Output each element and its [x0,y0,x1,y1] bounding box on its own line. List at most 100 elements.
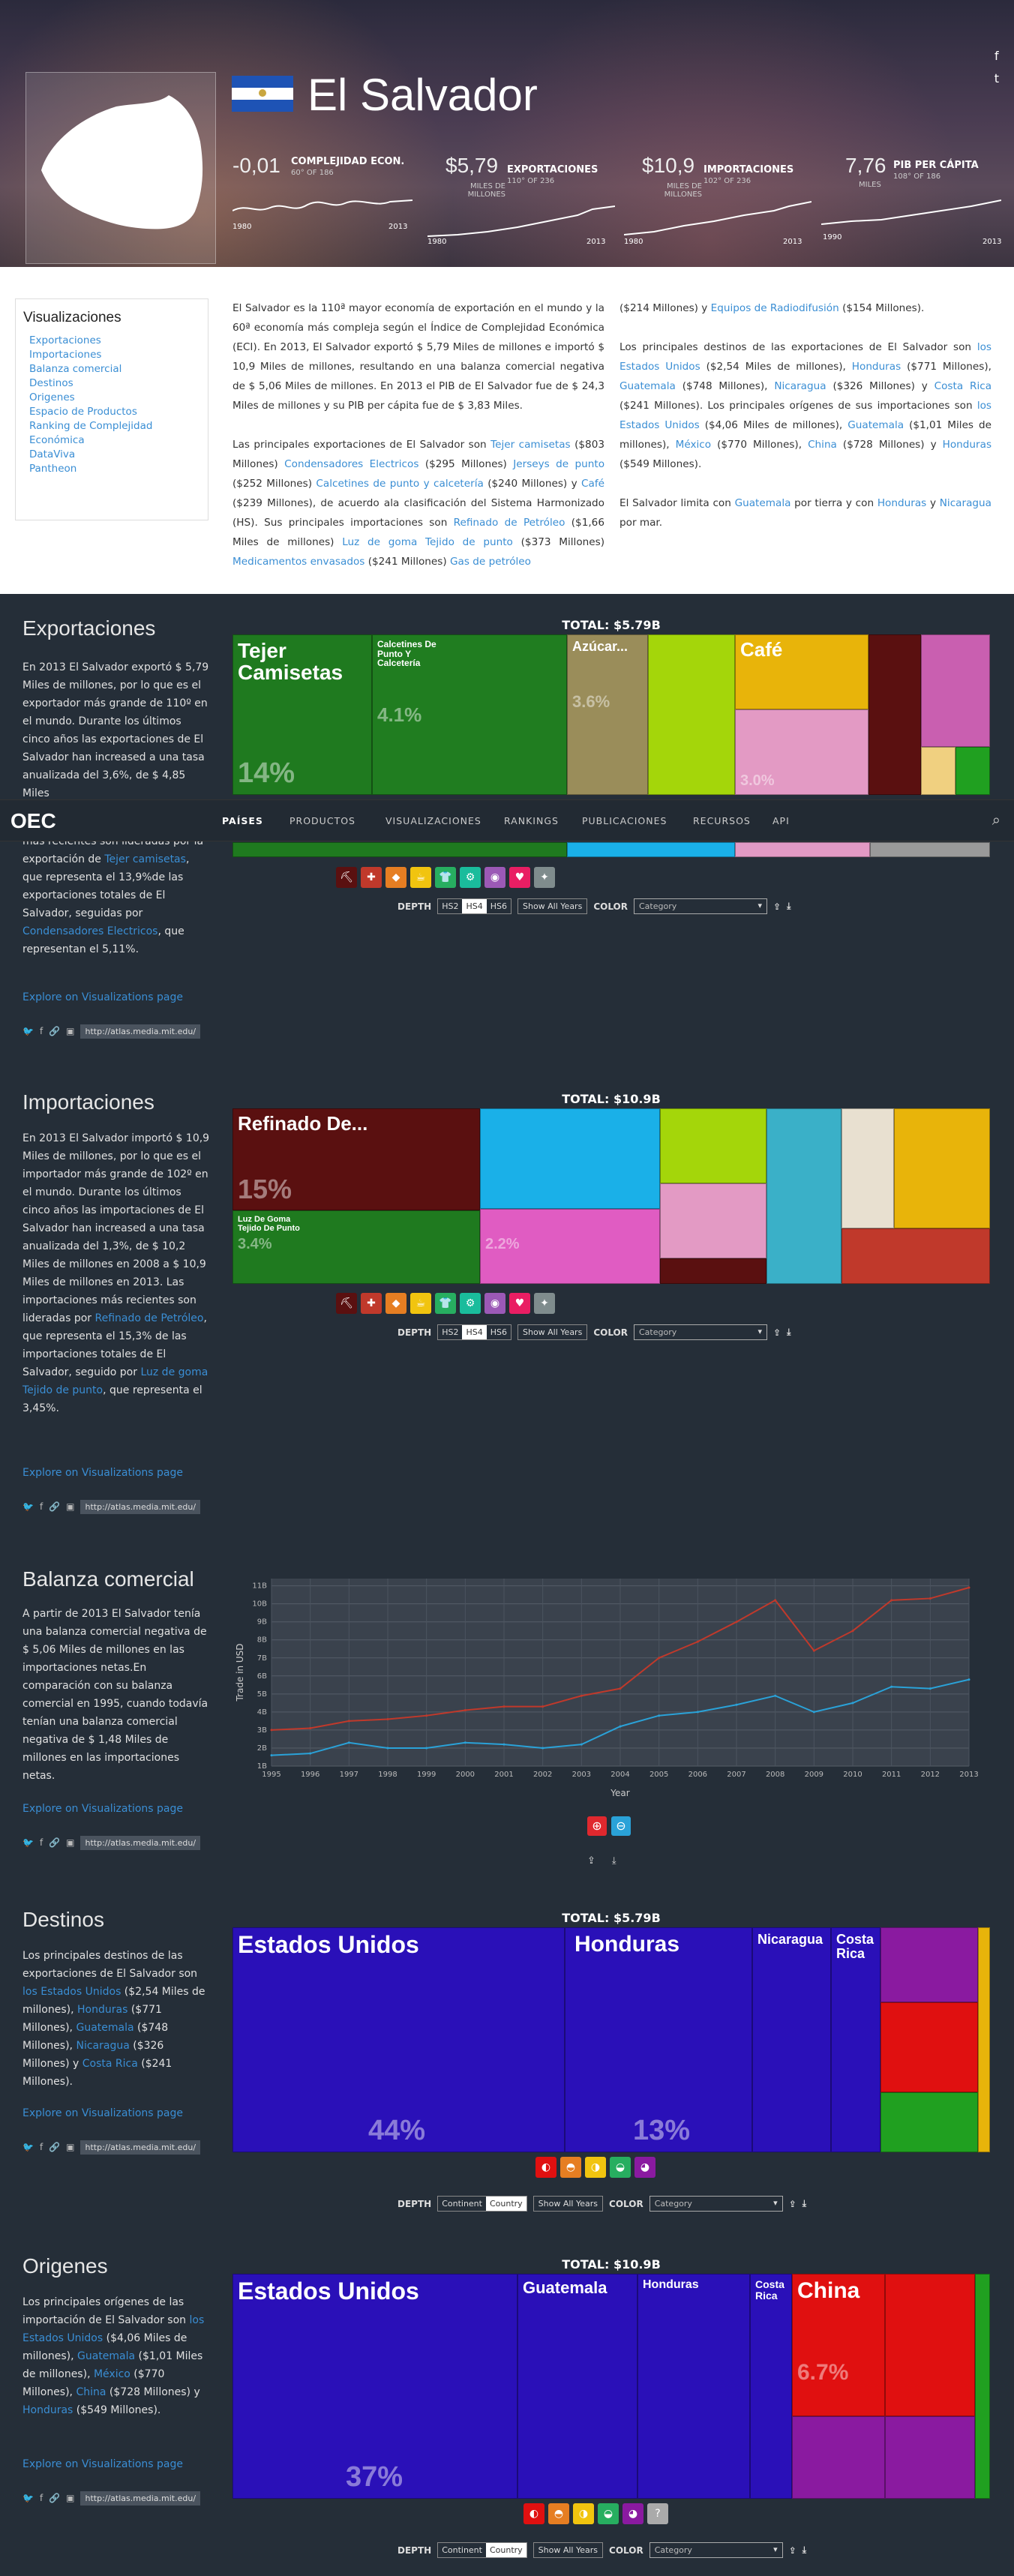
continent-icon[interactable]: ◑ [573,2503,594,2524]
download-icon[interactable]: ⤓ [611,1855,616,1867]
category-icon[interactable]: 👕 [435,867,456,888]
category-icon[interactable]: ⚙ [460,867,481,888]
data-point[interactable] [270,1754,273,1757]
data-point[interactable] [774,1694,777,1697]
origins-treemap[interactable]: Estados Unidos 37% Guatemala Honduras Cos… [232,2274,990,2499]
data-point[interactable] [735,1621,738,1624]
category-icon[interactable]: ☕ [410,1293,431,1314]
data-point[interactable] [696,1711,699,1714]
data-point[interactable] [812,1711,815,1714]
treemap-tile[interactable] [880,2002,978,2092]
continent-icon[interactable]: ? [647,2503,668,2524]
treemap-tile[interactable]: 2.2% [480,1209,660,1284]
data-point[interactable] [502,1743,506,1746]
twitter-icon[interactable]: 🐦 [22,2493,34,2503]
destinations-treemap[interactable]: Estados Unidos 44% Honduras 13% Nicaragua … [232,1927,990,2152]
data-point[interactable] [619,1687,622,1690]
share-url[interactable]: http://atlas.media.mit.edu/ [80,1024,201,1039]
menu-link-destinations[interactable]: Destinos [29,377,74,389]
treemap-tile[interactable]: Tejer Camisetas 14% [232,634,372,795]
exports-series-toggle[interactable]: ⊕ [587,1816,607,1836]
treemap-tile[interactable]: Honduras 13% [565,1927,752,2152]
nav-publicaciones[interactable]: PUBLICACIONES [582,815,668,826]
menu-link-origins[interactable]: Origenes [29,391,75,403]
continent-icon[interactable]: ◕ [634,2157,656,2178]
treemap-tile[interactable] [894,1108,990,1228]
continent-icon[interactable]: ◒ [598,2503,619,2524]
share-icon[interactable]: ⇪ [587,1855,596,1867]
continent-icon[interactable]: ◕ [622,2503,644,2524]
treemap-tile[interactable] [480,1108,660,1209]
treemap-tile[interactable]: Refinado De... 15% [232,1108,480,1210]
nav-recursos[interactable]: RECURSOS [693,815,751,826]
menu-link-eci-ranking[interactable]: Ranking de Complejidad Económica [29,420,153,446]
data-point[interactable] [968,1586,970,1589]
treemap-tile[interactable] [842,1108,894,1228]
data-point[interactable] [735,1703,738,1706]
facebook-icon[interactable]: f [39,2493,44,2503]
facebook-icon[interactable]: f [39,2142,44,2152]
menu-link-imports[interactable]: Importaciones [29,349,102,361]
treemap-tile[interactable] [880,2092,978,2152]
data-point[interactable] [309,1752,312,1755]
data-point[interactable] [928,1687,932,1690]
continent-icon[interactable]: ◓ [548,2503,569,2524]
continent-icon[interactable]: ◑ [585,2157,606,2178]
show-all-years-button[interactable]: Show All Years [517,1324,588,1340]
share-icon[interactable]: ⇪ [773,1327,782,1338]
nav-api[interactable]: API [772,815,790,826]
share-icon[interactable]: ⇪ [788,2198,796,2209]
share-url[interactable]: http://atlas.media.mit.edu/ [80,1499,201,1514]
link-icon[interactable]: 🔗 [49,2142,61,2152]
twitter-icon[interactable]: 🐦 [22,1837,34,1848]
explore-link[interactable]: Explore on Visualizations page [22,991,184,1003]
share-url[interactable]: http://atlas.media.mit.edu/ [80,2491,201,2506]
twitter-icon[interactable]: 🐦 [22,1501,34,1512]
category-icon[interactable]: 👕 [435,1293,456,1314]
treemap-tile[interactable]: Azúcar... 3.6% [567,634,648,795]
download-icon[interactable]: ⤓ [802,2545,807,2555]
treemap-tile[interactable] [660,1108,766,1183]
color-select[interactable]: Category [649,2542,783,2558]
color-select[interactable]: Category [634,898,767,914]
share-icon[interactable]: ⇪ [773,901,782,912]
data-point[interactable] [580,1694,583,1697]
download-icon[interactable]: ⤓ [787,901,791,911]
category-icon[interactable]: ⛏ [336,1293,357,1314]
data-point[interactable] [696,1640,699,1643]
link-icon[interactable]: 🔗 [49,1026,61,1036]
treemap-tile[interactable]: Estados Unidos 37% [232,2274,518,2499]
menu-link-product-space[interactable]: Espacio de Productos [29,406,137,418]
data-point[interactable] [502,1705,506,1708]
data-point[interactable] [347,1741,350,1744]
treemap-tile[interactable]: Nicaragua [752,1927,831,2152]
data-point[interactable] [658,1714,661,1717]
continent-icon[interactable]: ◒ [610,2157,631,2178]
category-icon[interactable]: ◆ [386,1293,406,1314]
data-point[interactable] [425,1714,428,1717]
category-icon[interactable]: ✦ [534,1293,555,1314]
treemap-tile[interactable] [921,634,990,747]
treemap-tile[interactable]: Calcetines De Punto Y Calcetería 4.1% [372,634,567,795]
download-icon[interactable]: ⤓ [802,2198,807,2209]
category-icon[interactable]: ◆ [386,867,406,888]
category-icon[interactable]: ⚙ [460,1293,481,1314]
data-point[interactable] [386,1747,389,1750]
treemap-tile[interactable]: Costa Rica [750,2274,792,2499]
menu-link-balance[interactable]: Balanza comercial [29,363,122,375]
continent-icon[interactable]: ◓ [560,2157,581,2178]
treemap-tile[interactable]: 3.0% [735,709,868,795]
link-icon[interactable]: 🔗 [49,1501,61,1512]
continent-icon[interactable]: ◐ [536,2157,556,2178]
treemap-tile[interactable] [868,634,921,795]
treemap-tile[interactable]: Café [735,634,868,709]
treemap-tile[interactable] [956,747,990,795]
share-url[interactable]: http://atlas.media.mit.edu/ [80,2140,201,2155]
search-icon[interactable]: ⌕ [992,811,1000,829]
data-point[interactable] [619,1725,622,1728]
treemap-tile[interactable]: Costa Rica [831,1927,880,2152]
data-point[interactable] [386,1718,389,1720]
share-url[interactable]: http://atlas.media.mit.edu/ [80,1835,201,1850]
data-point[interactable] [347,1720,350,1723]
show-all-years-button[interactable]: Show All Years [517,898,588,914]
